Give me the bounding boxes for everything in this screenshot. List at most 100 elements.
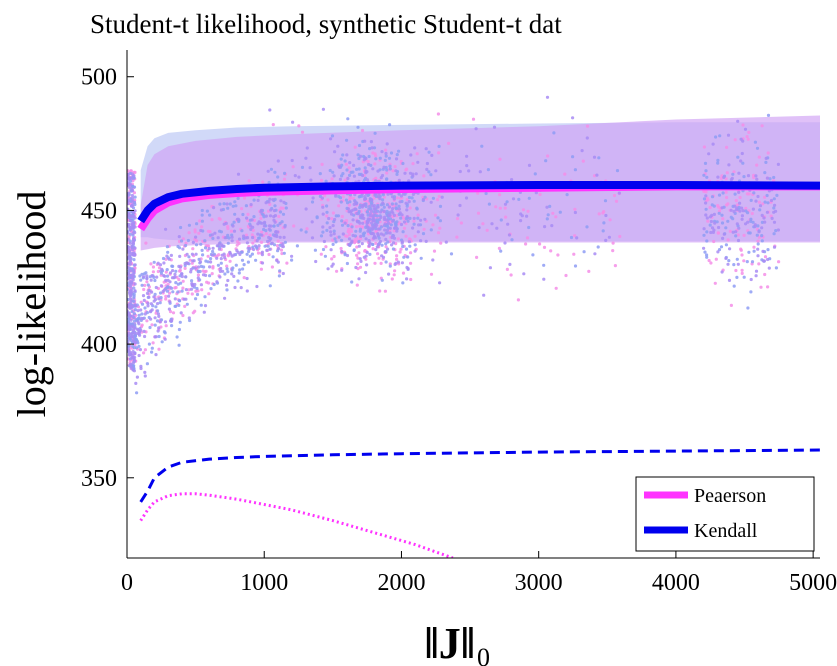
scatter-point [348, 173, 352, 177]
scatter-point [158, 301, 162, 305]
scatter-point [399, 222, 404, 227]
scatter-point [325, 228, 329, 232]
scatter-point [164, 278, 168, 282]
scatter-point [732, 209, 736, 214]
scatter-point [377, 243, 381, 247]
scatter-point [408, 206, 412, 210]
scatter-point [132, 369, 136, 373]
scatter-point [397, 207, 401, 211]
scatter-point [244, 233, 248, 237]
scatter-point [220, 243, 224, 247]
scatter-point [545, 205, 549, 209]
scatter-point [368, 241, 372, 245]
scatter-point [210, 233, 214, 237]
scatter-point [394, 202, 398, 206]
scatter-point [408, 216, 412, 220]
scatter-point [705, 239, 709, 243]
scatter-point [432, 249, 437, 253]
legend-label-pearson: Peaerson [694, 485, 766, 507]
scatter-point [181, 286, 185, 290]
scatter-point [360, 213, 364, 217]
scatter-point [209, 287, 213, 291]
scatter-point [405, 277, 409, 281]
scatter-point [170, 276, 175, 280]
scatter-point [722, 175, 726, 179]
scatter-point [155, 302, 160, 306]
scatter-point [554, 215, 558, 219]
scatter-point [127, 312, 131, 316]
scatter-point [181, 247, 185, 251]
scatter-point [179, 311, 183, 315]
scatter-point [133, 246, 137, 250]
scatter-point [370, 231, 374, 235]
scatter-point [153, 278, 157, 283]
scatter-point [353, 145, 357, 149]
scatter-point [374, 248, 378, 252]
scatter-point [736, 155, 740, 159]
scatter-point [292, 224, 296, 228]
scatter-point [231, 204, 235, 208]
scatter-point [345, 234, 349, 238]
scatter-point [519, 212, 523, 216]
scatter-point [189, 287, 194, 291]
scatter-point [438, 204, 443, 208]
scatter-point [205, 280, 209, 284]
scatter-point [194, 235, 198, 239]
scatter-point [728, 229, 732, 233]
scatter-point [756, 224, 760, 228]
scatter-point [736, 233, 740, 237]
scatter-point [174, 285, 178, 290]
scatter-point [290, 158, 294, 163]
scatter-point [746, 137, 750, 141]
scatter-point [390, 277, 394, 281]
scatter-point [717, 193, 722, 197]
scatter-point [177, 343, 181, 347]
scatter-point [225, 288, 229, 292]
scatter-point [360, 205, 364, 209]
scatter-point [232, 274, 236, 278]
scatter-point [434, 169, 438, 173]
scatter-point [358, 205, 362, 210]
scatter-point [132, 215, 136, 219]
scatter-point [717, 225, 721, 230]
scatter-point [168, 310, 173, 314]
scatter-point [215, 256, 219, 260]
scatter-point [724, 243, 729, 247]
scatter-point [278, 235, 282, 239]
scatter-point [405, 215, 409, 219]
scatter-point [133, 263, 137, 267]
scatter-point [573, 168, 578, 172]
scatter-point [484, 191, 488, 196]
scatter-point [145, 319, 149, 323]
scatter-point [433, 213, 438, 217]
scatter-point [149, 278, 153, 282]
scatter-point [277, 247, 281, 251]
scatter-point [726, 202, 730, 206]
scatter-point [127, 320, 130, 324]
scatter-point [212, 282, 216, 287]
scatter-point [772, 220, 777, 224]
scatter-point [763, 171, 767, 175]
scatter-point [324, 245, 328, 249]
scatter-point [372, 196, 376, 200]
scatter-point [179, 225, 183, 230]
scatter-point [383, 158, 387, 162]
scatter-point [127, 305, 131, 309]
scatter-point [152, 260, 156, 264]
scatter-point [337, 164, 341, 168]
scatter-point [746, 174, 751, 178]
scatter-point [200, 288, 204, 292]
scatter-point [543, 225, 547, 229]
scatter-point [260, 261, 265, 265]
scatter-point [429, 272, 434, 276]
scatter-point [267, 235, 271, 240]
scatter-point [158, 320, 162, 324]
scatter-point [740, 206, 744, 210]
scatter-point [147, 289, 151, 293]
scatter-point [186, 291, 190, 295]
scatter-point [198, 260, 203, 264]
scatter-point [391, 219, 395, 223]
scatter-point [160, 267, 164, 271]
scatter-point [128, 219, 132, 223]
scatter-point [291, 120, 295, 124]
